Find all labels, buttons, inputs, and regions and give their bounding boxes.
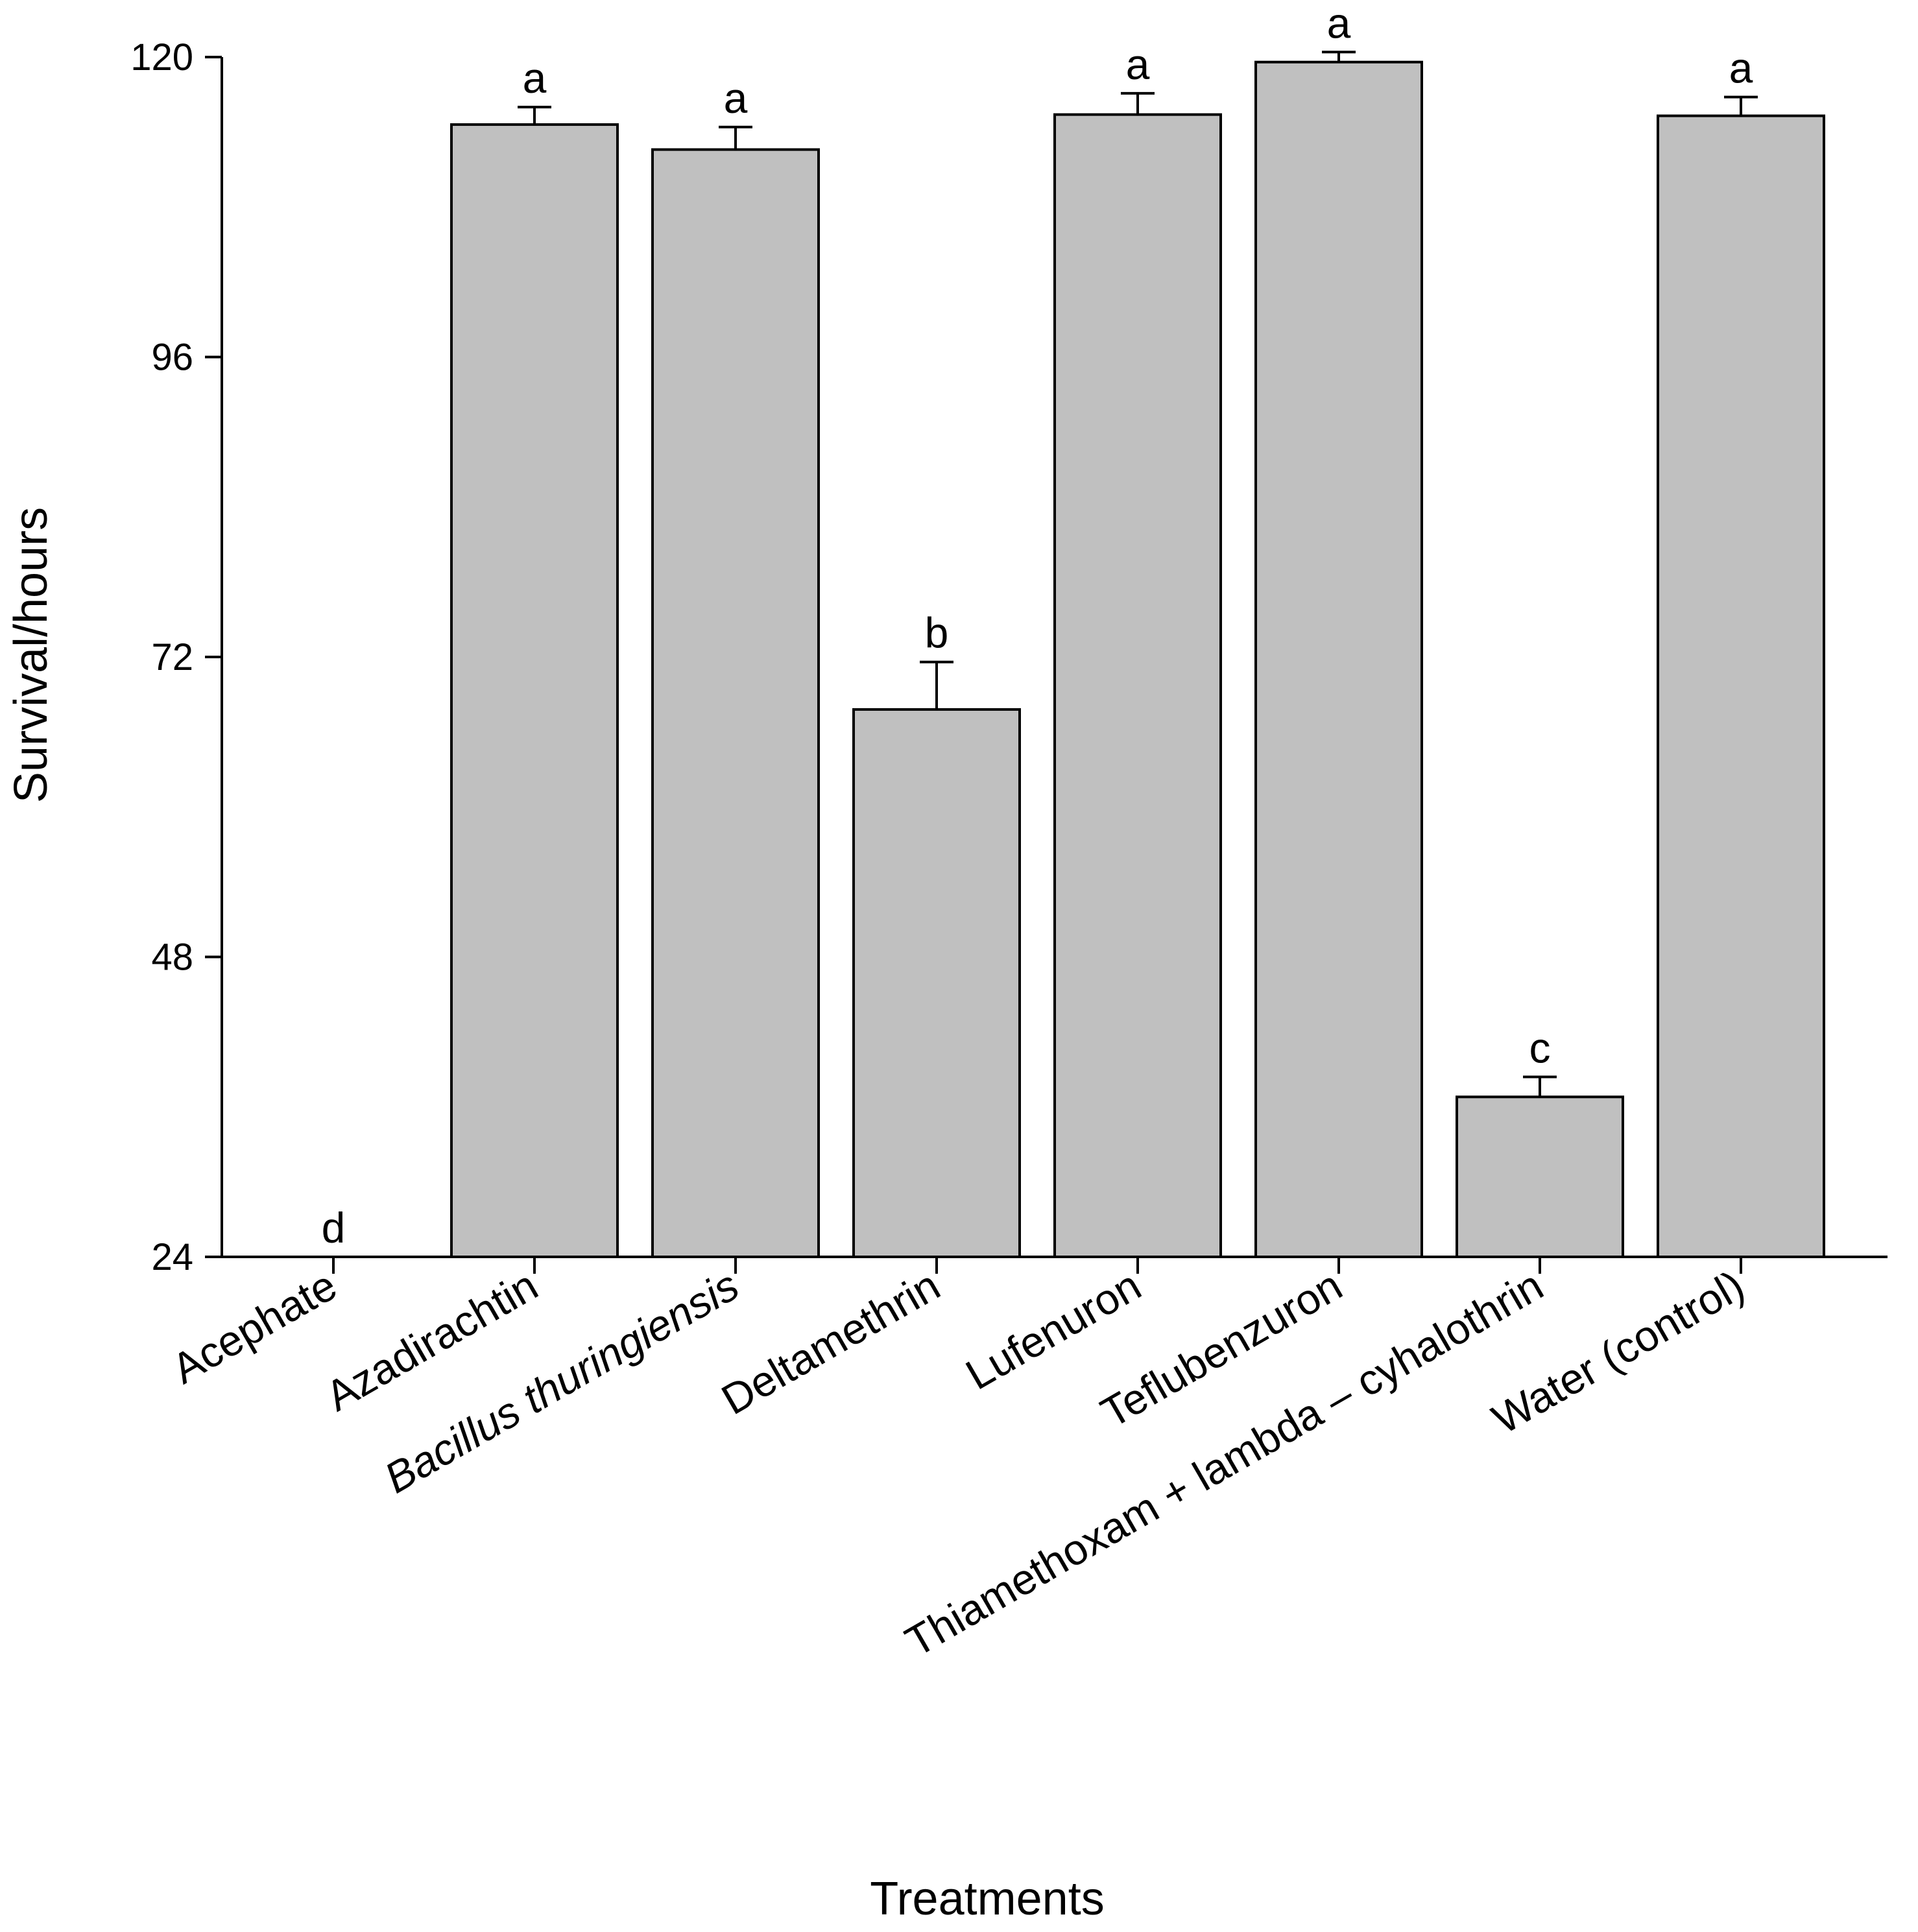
y-tick-label-48: 48: [151, 936, 193, 979]
y-axis-title: Survival/hours: [5, 507, 57, 803]
bar-deltamethrin: [852, 708, 1021, 1258]
bar-azadirachtin: [450, 123, 619, 1258]
bar-lufenuron: [1053, 113, 1222, 1258]
y-tick-label-24: 24: [151, 1236, 193, 1278]
bar-bacillus-thuringiensis: [651, 148, 820, 1259]
error-bar-teflubenzuron: [1322, 51, 1356, 62]
significance-letter-bacillus-thuringiensis: a: [724, 74, 748, 122]
significance-letters-group: d a a b a a c a: [322, 0, 1753, 1252]
significance-letter-azadirachtin: a: [523, 54, 547, 102]
y-tick-label-120: 120: [130, 36, 193, 78]
error-bar-deltamethrin: [920, 660, 953, 710]
x-tick-label-bacillus-thuringiensis: Bacillus thuringiensis: [376, 1261, 747, 1502]
x-tick-label-acephate: Acephate: [163, 1261, 344, 1393]
bar-water-control: [1657, 114, 1825, 1259]
x-axis-title: Treatments: [870, 1873, 1104, 1925]
error-bar-thiamethoxam-lambda-cyhalothrin: [1523, 1075, 1557, 1097]
y-axis: 24 48 72 96 120: [130, 36, 223, 1278]
significance-letter-thiamethoxam-lambda-cyhalothrin: c: [1529, 1024, 1551, 1072]
significance-letter-water-control: a: [1729, 44, 1753, 92]
error-bar-lufenuron: [1121, 91, 1155, 115]
bar-thiamethoxam-lambda-cyhalothrin: [1456, 1095, 1624, 1259]
bars-group: [450, 60, 1825, 1259]
significance-letter-acephate: d: [322, 1204, 346, 1252]
error-bar-bacillus-thuringiensis: [719, 125, 752, 150]
significance-letter-teflubenzuron: a: [1327, 0, 1351, 47]
y-tick-label-72: 72: [151, 636, 193, 678]
significance-letter-lufenuron: a: [1126, 40, 1150, 88]
x-tick-label-deltamethrin: Deltamethrin: [713, 1261, 948, 1424]
significance-letter-deltamethrin: b: [925, 609, 949, 657]
y-tick-label-96: 96: [151, 337, 193, 379]
error-bar-azadirachtin: [518, 106, 551, 125]
error-bar-water-control: [1724, 95, 1758, 116]
bar-teflubenzuron: [1254, 60, 1423, 1258]
x-tick-label-lufenuron: Lufenuron: [958, 1261, 1149, 1399]
error-bars-group: [518, 51, 1758, 1097]
